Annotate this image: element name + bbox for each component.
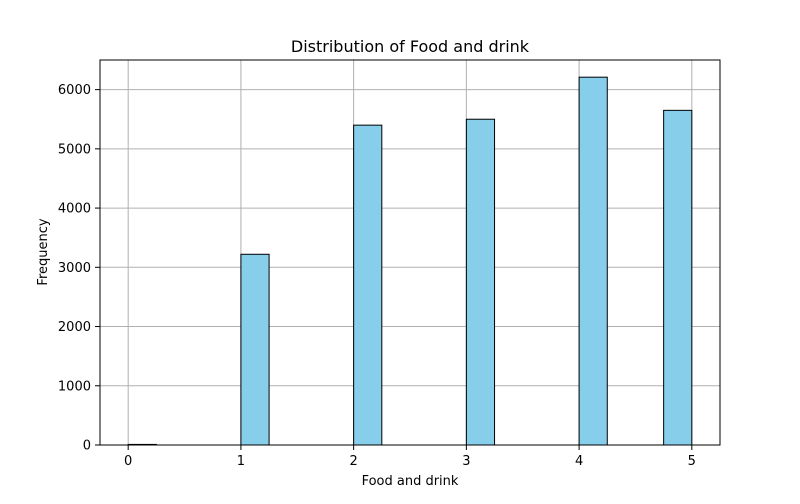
histogram-bar-5	[663, 109, 693, 446]
x-tick-label: 0	[124, 454, 132, 469]
y-tick-label: 1000	[58, 379, 91, 394]
y-tick-label: 3000	[58, 261, 91, 276]
histogram-bar-2	[353, 124, 383, 446]
x-tick-label: 3	[462, 454, 470, 469]
histogram-bar-4	[578, 76, 608, 446]
histogram-bar-1	[240, 253, 270, 446]
tick-layer: 0 1 2 3 4 5 0 1000 2000 3000 4000 5000 6000	[58, 83, 696, 469]
plot-frame	[99, 59, 721, 446]
x-axis-label: Food and drink	[362, 474, 459, 489]
x-tick-label: 5	[688, 454, 696, 469]
x-tick-label: 2	[349, 454, 357, 469]
histogram-bar-3	[465, 118, 496, 446]
chart-title: Distribution of Food and drink	[291, 37, 530, 56]
y-axis-label: Frequency	[36, 218, 51, 285]
x-tick-label: 4	[575, 454, 583, 469]
y-tick-label: 5000	[58, 142, 91, 157]
y-tick-label: 4000	[58, 202, 91, 217]
bar-layer	[127, 76, 693, 446]
y-tick-label: 2000	[58, 320, 91, 335]
x-tick-label: 1	[237, 454, 245, 469]
y-tick-label: 0	[83, 439, 91, 454]
y-tick-label: 6000	[58, 83, 91, 98]
